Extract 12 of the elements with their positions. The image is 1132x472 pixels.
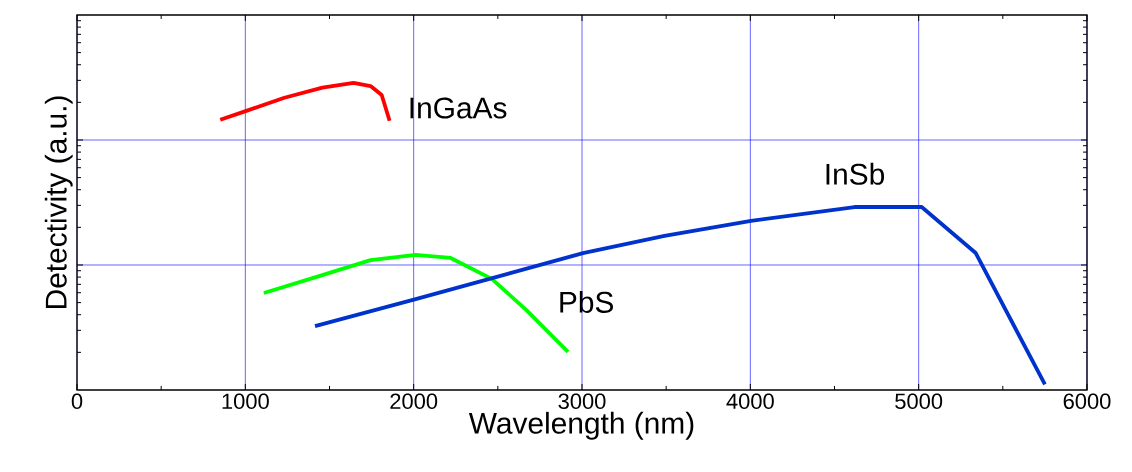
x-tick-label: 6000 [1063, 393, 1111, 410]
series-label: PbS [560, 290, 613, 313]
x-tick-label: 5000 [895, 393, 943, 410]
x-tick-label: 0 [71, 393, 83, 410]
x-axis-title: Wavelength (nm) [468, 411, 694, 440]
series-label: InSb [826, 162, 885, 185]
series-label: InGaAs [410, 97, 507, 119]
x-tick-label: 4000 [726, 393, 774, 410]
x-tick-label: 3000 [558, 393, 606, 410]
y-axis-title: Detectivity (a.u.) [44, 96, 73, 308]
x-tick-label: 2000 [390, 393, 438, 410]
x-tick-label: 1000 [222, 393, 269, 410]
